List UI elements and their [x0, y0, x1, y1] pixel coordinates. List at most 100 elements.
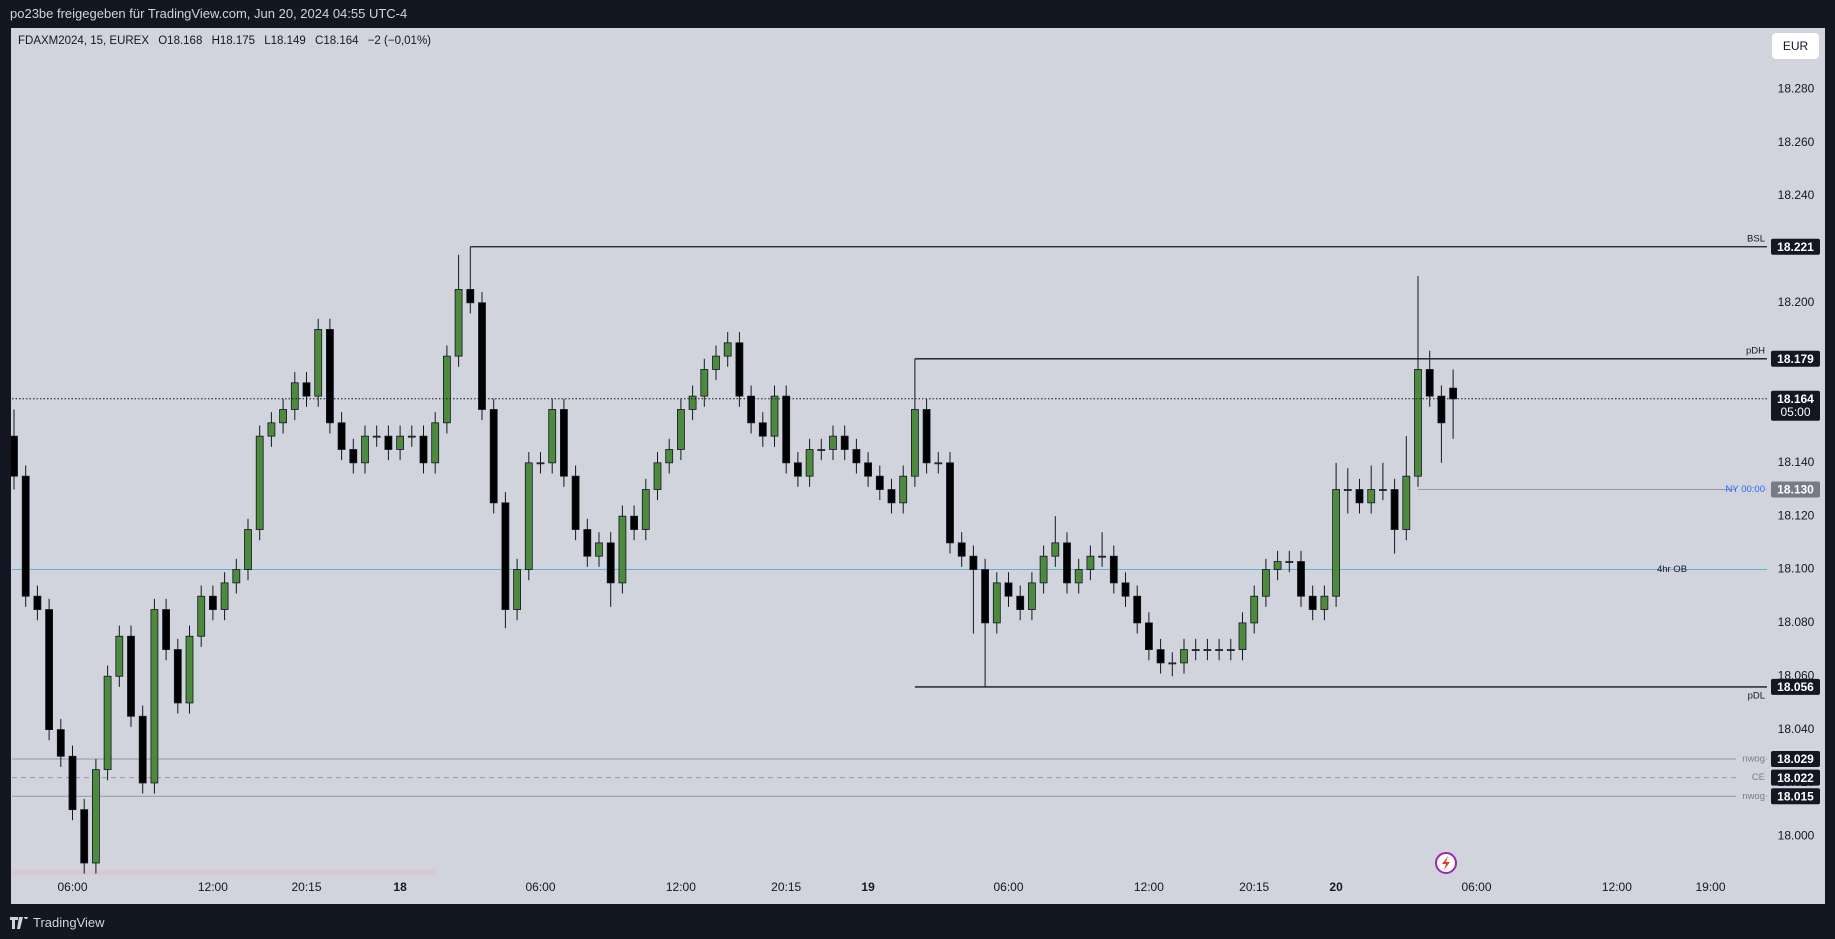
candle-body	[560, 409, 568, 477]
candle-body	[68, 755, 77, 811]
candle-body	[1203, 649, 1212, 651]
level-tag	[1771, 678, 1820, 695]
candle-body	[548, 409, 557, 464]
y-tick-label: 18.200	[1778, 295, 1815, 309]
candle-body	[1016, 595, 1025, 610]
candle-body	[583, 529, 592, 557]
candle-body	[1437, 395, 1446, 424]
candle-body	[396, 435, 405, 450]
candle-body	[314, 329, 323, 397]
currency-button[interactable]: EUR	[1772, 33, 1819, 59]
last-price-label: 18.164	[1777, 392, 1814, 406]
level-tag-label: 18.130	[1777, 483, 1814, 497]
legend-low: L18.149	[264, 35, 306, 47]
candle-body	[1320, 595, 1329, 610]
candle-body	[1425, 369, 1434, 397]
share-bar: po23be freigegeben für TradingView.com, …	[10, 6, 408, 21]
candle-body	[1355, 489, 1364, 504]
candle-body	[407, 435, 416, 438]
level-tag-label: 18.015	[1777, 789, 1814, 803]
level-label: CE	[1752, 772, 1765, 783]
y-tick-label: 18.260	[1778, 135, 1815, 149]
candle-body	[712, 355, 720, 370]
candle-body	[290, 382, 299, 410]
candle-body	[466, 289, 475, 304]
candle-body	[197, 595, 206, 637]
candle-body	[372, 435, 381, 438]
legend-open: O18.168	[158, 35, 202, 47]
candle-body	[934, 462, 943, 465]
x-tick-label: 20:15	[1239, 880, 1269, 894]
candle-body	[1226, 649, 1235, 651]
candle-body	[1051, 542, 1060, 557]
candle-body	[431, 422, 440, 464]
x-tick-label: 12:00	[666, 880, 696, 894]
level-label: nwog	[1742, 753, 1765, 764]
candle-body	[946, 462, 954, 544]
level-label-bg	[1736, 771, 1766, 784]
candle-body	[524, 462, 533, 570]
x-tick-label: 20:15	[771, 880, 801, 894]
candle-body	[723, 342, 732, 357]
candle-body	[829, 435, 837, 450]
y-tick-label: 18.240	[1778, 188, 1815, 202]
level-tag	[1771, 750, 1820, 767]
candle-body	[992, 582, 1001, 624]
candle-body	[92, 769, 100, 864]
candle-body	[1262, 569, 1270, 597]
level-tag-label: 18.221	[1777, 240, 1814, 254]
level-tag	[1771, 481, 1820, 498]
candle-body	[1449, 387, 1457, 400]
brand: TradingView	[33, 915, 105, 930]
level-label: NY 00:00	[1726, 484, 1765, 495]
candle-body	[1109, 555, 1118, 584]
candle-body	[665, 449, 674, 464]
candle-body	[1285, 561, 1294, 563]
candle-body	[794, 462, 802, 477]
candle-body	[33, 595, 42, 610]
candle-body	[840, 435, 849, 450]
level-tag	[1771, 238, 1820, 255]
candle-body	[1250, 595, 1259, 624]
candle-body	[80, 809, 89, 864]
candle-body	[1390, 489, 1399, 530]
candle-body	[595, 542, 603, 557]
candle-body	[922, 409, 931, 464]
candle-body	[630, 515, 638, 530]
candle-body	[150, 609, 159, 784]
candle-body	[1098, 555, 1106, 558]
y-tick-label: 18.100	[1778, 562, 1815, 576]
candle-body	[957, 542, 966, 557]
candle-body	[279, 409, 288, 424]
candle-body	[1156, 649, 1165, 664]
candle-body	[185, 635, 194, 704]
legend: FDAXM2024, 15, EUREX O18.168 H18.175 L18…	[18, 35, 431, 47]
level-tag	[1771, 350, 1820, 367]
level-tag-label: 18.056	[1777, 680, 1814, 694]
candle-body	[864, 462, 872, 477]
candle-body	[454, 289, 463, 357]
x-tick-label: 06:00	[525, 880, 555, 894]
candle-body	[501, 502, 510, 610]
candle-body	[10, 435, 18, 477]
candle-body	[899, 475, 908, 504]
candle-body	[1402, 475, 1411, 530]
candle-body	[1332, 489, 1340, 597]
candle-body	[1028, 582, 1036, 610]
candle-body	[1086, 555, 1095, 570]
candle-body	[1414, 369, 1422, 477]
x-tick-label: 20	[1329, 880, 1343, 894]
candle-body	[45, 609, 53, 731]
y-tick-label: 18.140	[1778, 455, 1815, 469]
level-label-bg	[1736, 483, 1766, 496]
alert-icon[interactable]	[1435, 852, 1457, 874]
candle-body	[1133, 595, 1142, 624]
candle-body	[852, 449, 861, 464]
candles	[10, 246, 1457, 874]
candle-body	[337, 422, 346, 450]
candle-body	[244, 529, 252, 570]
level-label-bg	[1736, 790, 1766, 803]
candle-body	[747, 395, 755, 424]
candle-body	[1004, 582, 1013, 597]
